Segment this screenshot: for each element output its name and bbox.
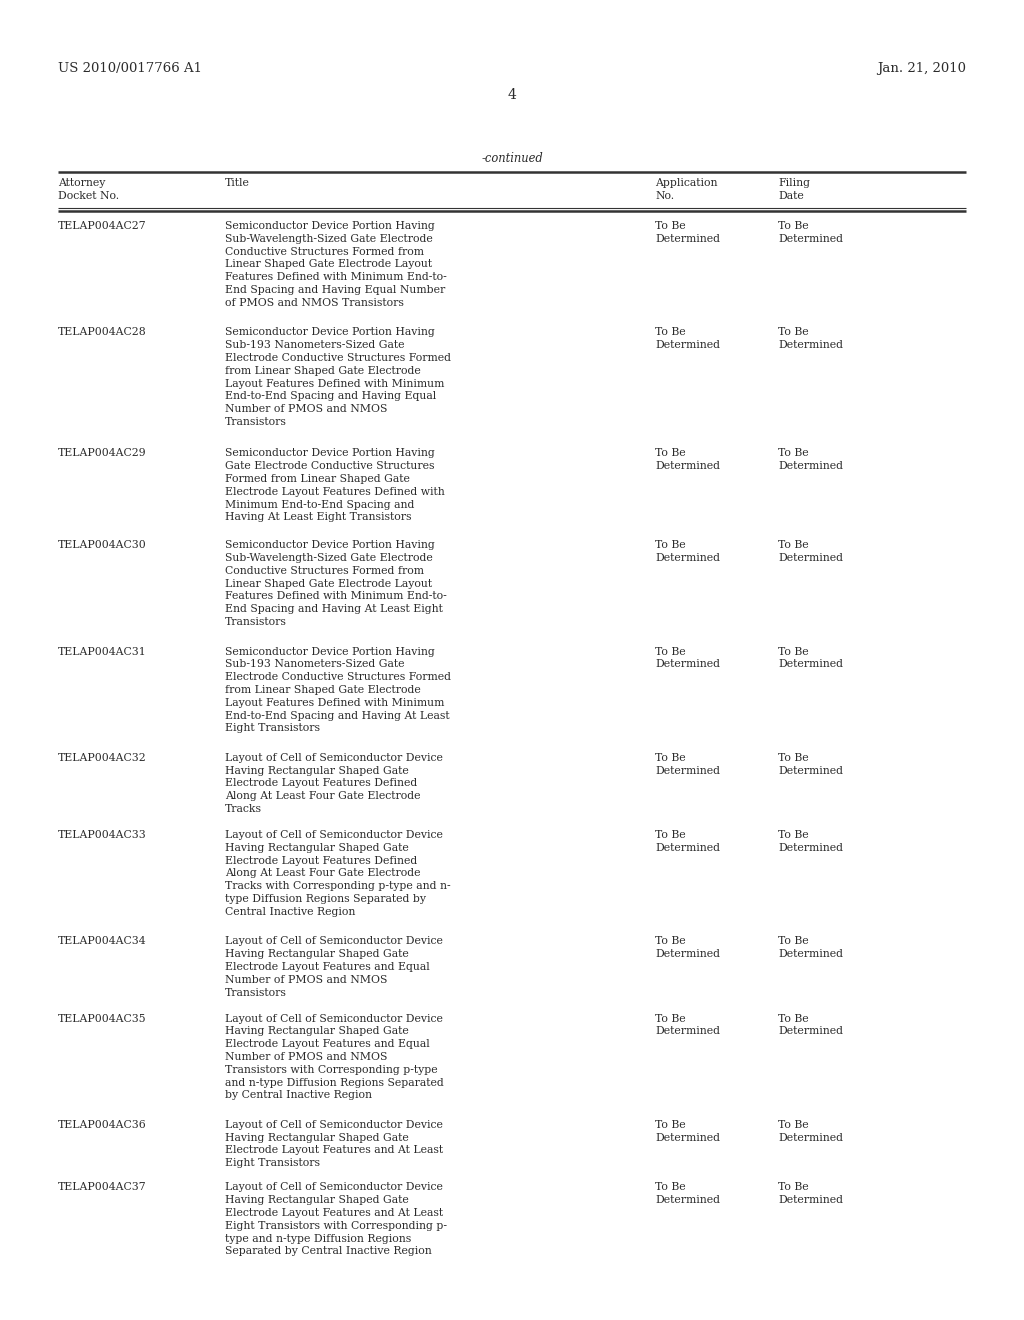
Text: To Be
Determined: To Be Determined xyxy=(655,1183,720,1205)
Text: To Be
Determined: To Be Determined xyxy=(655,449,720,471)
Text: Jan. 21, 2010: Jan. 21, 2010 xyxy=(877,62,966,75)
Text: TELAP004AC37: TELAP004AC37 xyxy=(58,1183,146,1192)
Text: TELAP004AC35: TELAP004AC35 xyxy=(58,1014,146,1023)
Text: Layout of Cell of Semiconductor Device
Having Rectangular Shaped Gate
Electrode : Layout of Cell of Semiconductor Device H… xyxy=(225,1183,447,1257)
Text: -continued: -continued xyxy=(481,152,543,165)
Text: To Be
Determined: To Be Determined xyxy=(778,936,843,960)
Text: To Be
Determined: To Be Determined xyxy=(778,327,843,350)
Text: Semiconductor Device Portion Having
Sub-193 Nanometers-Sized Gate
Electrode Cond: Semiconductor Device Portion Having Sub-… xyxy=(225,647,451,734)
Text: To Be
Determined: To Be Determined xyxy=(778,449,843,471)
Text: To Be
Determined: To Be Determined xyxy=(778,830,843,853)
Text: Attorney
Docket No.: Attorney Docket No. xyxy=(58,178,119,201)
Text: Layout of Cell of Semiconductor Device
Having Rectangular Shaped Gate
Electrode : Layout of Cell of Semiconductor Device H… xyxy=(225,936,442,998)
Text: To Be
Determined: To Be Determined xyxy=(655,540,720,562)
Text: To Be
Determined: To Be Determined xyxy=(655,1119,720,1143)
Text: To Be
Determined: To Be Determined xyxy=(778,1183,843,1205)
Text: Semiconductor Device Portion Having
Sub-193 Nanometers-Sized Gate
Electrode Cond: Semiconductor Device Portion Having Sub-… xyxy=(225,327,451,426)
Text: Layout of Cell of Semiconductor Device
Having Rectangular Shaped Gate
Electrode : Layout of Cell of Semiconductor Device H… xyxy=(225,830,451,917)
Text: To Be
Determined: To Be Determined xyxy=(655,830,720,853)
Text: To Be
Determined: To Be Determined xyxy=(655,1014,720,1036)
Text: TELAP004AC33: TELAP004AC33 xyxy=(58,830,146,840)
Text: Layout of Cell of Semiconductor Device
Having Rectangular Shaped Gate
Electrode : Layout of Cell of Semiconductor Device H… xyxy=(225,1014,443,1101)
Text: To Be
Determined: To Be Determined xyxy=(655,220,720,244)
Text: To Be
Determined: To Be Determined xyxy=(778,540,843,562)
Text: TELAP004AC31: TELAP004AC31 xyxy=(58,647,146,656)
Text: TELAP004AC28: TELAP004AC28 xyxy=(58,327,146,338)
Text: TELAP004AC36: TELAP004AC36 xyxy=(58,1119,146,1130)
Text: TELAP004AC34: TELAP004AC34 xyxy=(58,936,146,946)
Text: Filing
Date: Filing Date xyxy=(778,178,810,201)
Text: Semiconductor Device Portion Having
Gate Electrode Conductive Structures
Formed : Semiconductor Device Portion Having Gate… xyxy=(225,449,444,523)
Text: To Be
Determined: To Be Determined xyxy=(778,647,843,669)
Text: US 2010/0017766 A1: US 2010/0017766 A1 xyxy=(58,62,202,75)
Text: To Be
Determined: To Be Determined xyxy=(655,752,720,776)
Text: To Be
Determined: To Be Determined xyxy=(655,647,720,669)
Text: Semiconductor Device Portion Having
Sub-Wavelength-Sized Gate Electrode
Conducti: Semiconductor Device Portion Having Sub-… xyxy=(225,220,446,308)
Text: To Be
Determined: To Be Determined xyxy=(655,936,720,960)
Text: To Be
Determined: To Be Determined xyxy=(778,1014,843,1036)
Text: TELAP004AC32: TELAP004AC32 xyxy=(58,752,146,763)
Text: TELAP004AC27: TELAP004AC27 xyxy=(58,220,146,231)
Text: Application
No.: Application No. xyxy=(655,178,718,201)
Text: Layout of Cell of Semiconductor Device
Having Rectangular Shaped Gate
Electrode : Layout of Cell of Semiconductor Device H… xyxy=(225,752,442,814)
Text: 4: 4 xyxy=(508,88,516,102)
Text: Title: Title xyxy=(225,178,250,187)
Text: To Be
Determined: To Be Determined xyxy=(778,1119,843,1143)
Text: To Be
Determined: To Be Determined xyxy=(655,327,720,350)
Text: To Be
Determined: To Be Determined xyxy=(778,220,843,244)
Text: TELAP004AC30: TELAP004AC30 xyxy=(58,540,146,550)
Text: Semiconductor Device Portion Having
Sub-Wavelength-Sized Gate Electrode
Conducti: Semiconductor Device Portion Having Sub-… xyxy=(225,540,446,627)
Text: To Be
Determined: To Be Determined xyxy=(778,752,843,776)
Text: Layout of Cell of Semiconductor Device
Having Rectangular Shaped Gate
Electrode : Layout of Cell of Semiconductor Device H… xyxy=(225,1119,443,1168)
Text: TELAP004AC29: TELAP004AC29 xyxy=(58,449,146,458)
